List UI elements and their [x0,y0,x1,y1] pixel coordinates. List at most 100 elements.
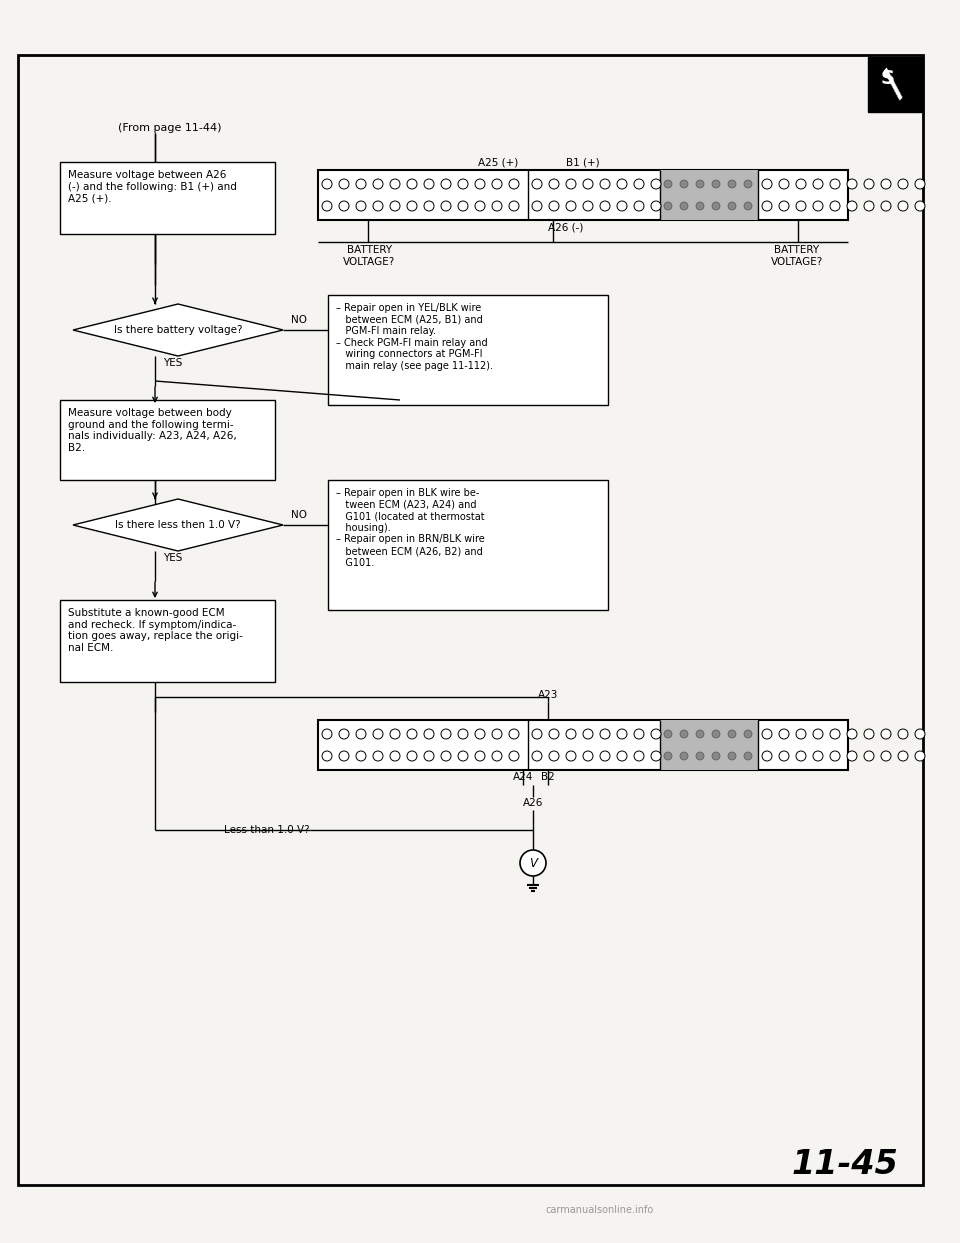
Circle shape [583,751,593,761]
Circle shape [696,752,704,759]
Polygon shape [73,305,283,355]
Circle shape [634,728,644,740]
Text: Less than 1.0 V?: Less than 1.0 V? [225,825,310,835]
Circle shape [813,728,823,740]
Text: A26 (-): A26 (-) [548,222,584,232]
Circle shape [696,730,704,738]
Circle shape [651,179,661,189]
Circle shape [728,180,736,188]
Circle shape [566,751,576,761]
Circle shape [339,179,349,189]
Circle shape [779,728,789,740]
Text: V: V [529,856,537,870]
Text: carmanualsonline.info: carmanualsonline.info [546,1204,654,1214]
Text: Substitute a known-good ECM
and recheck. If symptom/indica-
tion goes away, repl: Substitute a known-good ECM and recheck.… [68,608,243,653]
Circle shape [712,180,720,188]
Circle shape [492,728,502,740]
Circle shape [509,179,519,189]
Circle shape [881,201,891,211]
Circle shape [424,751,434,761]
Circle shape [915,179,925,189]
Circle shape [458,201,468,211]
Circle shape [796,179,806,189]
FancyBboxPatch shape [318,720,848,769]
Circle shape [664,730,672,738]
Text: Measure voltage between body
ground and the following termi-
nals individually: : Measure voltage between body ground and … [68,408,237,452]
Circle shape [634,201,644,211]
Circle shape [779,751,789,761]
Circle shape [475,179,485,189]
FancyBboxPatch shape [318,170,848,220]
Circle shape [617,751,627,761]
Circle shape [680,203,688,210]
Circle shape [664,180,672,188]
Circle shape [634,751,644,761]
Circle shape [339,751,349,761]
Circle shape [762,751,772,761]
Circle shape [881,179,891,189]
Circle shape [322,179,332,189]
Circle shape [407,751,417,761]
Circle shape [847,201,857,211]
Circle shape [458,179,468,189]
Circle shape [407,201,417,211]
Circle shape [549,179,559,189]
Circle shape [532,201,542,211]
Circle shape [322,728,332,740]
Circle shape [830,728,840,740]
Circle shape [441,201,451,211]
Circle shape [583,201,593,211]
Text: B2: B2 [541,772,555,782]
Circle shape [617,179,627,189]
Circle shape [796,751,806,761]
Text: A25 (+): A25 (+) [478,157,518,167]
Circle shape [680,752,688,759]
Circle shape [915,728,925,740]
Circle shape [509,201,519,211]
Circle shape [356,751,366,761]
FancyBboxPatch shape [328,295,608,405]
Circle shape [813,179,823,189]
Circle shape [549,728,559,740]
Circle shape [762,179,772,189]
Text: BATTERY
VOLTAGE?: BATTERY VOLTAGE? [343,245,396,266]
Circle shape [796,201,806,211]
Circle shape [549,751,559,761]
Circle shape [664,752,672,759]
Circle shape [680,180,688,188]
Circle shape [441,728,451,740]
Circle shape [881,728,891,740]
Circle shape [532,179,542,189]
Circle shape [864,728,874,740]
Circle shape [830,179,840,189]
Circle shape [696,203,704,210]
Circle shape [712,203,720,210]
Circle shape [779,179,789,189]
Circle shape [322,201,332,211]
Circle shape [864,201,874,211]
Circle shape [712,752,720,759]
Circle shape [520,850,546,876]
Circle shape [492,179,502,189]
Circle shape [651,728,661,740]
Circle shape [390,728,400,740]
Circle shape [881,751,891,761]
Circle shape [600,751,610,761]
Text: S: S [881,68,895,87]
Circle shape [796,728,806,740]
FancyBboxPatch shape [868,57,923,112]
Circle shape [475,728,485,740]
Circle shape [407,728,417,740]
Circle shape [583,179,593,189]
Circle shape [898,201,908,211]
Circle shape [762,728,772,740]
Text: – Repair open in YEL/BLK wire
   between ECM (A25, B1) and
   PGM-FI main relay.: – Repair open in YEL/BLK wire between EC… [336,303,493,370]
Text: NO: NO [291,314,307,324]
Text: B1 (+): B1 (+) [566,157,600,167]
Circle shape [356,201,366,211]
Circle shape [373,728,383,740]
Circle shape [390,179,400,189]
Circle shape [583,728,593,740]
Circle shape [830,201,840,211]
Circle shape [696,180,704,188]
